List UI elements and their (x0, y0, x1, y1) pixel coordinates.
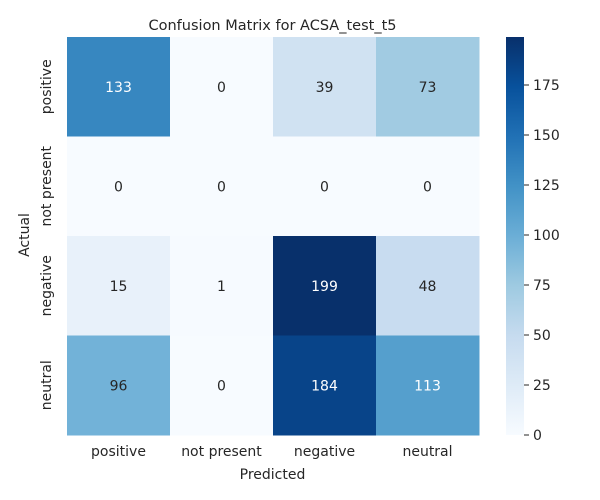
colorbar-tick-label: 150 (533, 128, 560, 144)
heatmap-cell (67, 136, 171, 237)
heatmap-cell (376, 136, 480, 237)
y-tick-labels: positive not present negative neutral (39, 59, 55, 410)
y-tick-label: positive (39, 59, 55, 114)
y-tick-label: not present (39, 145, 55, 226)
colorbar-tick-label: 25 (533, 378, 551, 394)
heatmap-cell (170, 136, 274, 237)
cell-value-label: 113 (414, 378, 441, 394)
x-tick-label: neutral (402, 444, 452, 460)
x-tick-label: negative (294, 444, 355, 460)
cell-value-label: 15 (110, 279, 128, 295)
heatmap-cell (273, 37, 377, 137)
colorbar: 0 25 50 75 100 125 150 175 (506, 37, 560, 444)
heatmap-cell (273, 136, 377, 237)
heatmap-cell (170, 37, 274, 137)
x-tick-label: positive (91, 444, 146, 460)
cell-value-label: 0 (217, 80, 226, 96)
heatmap-cell (273, 236, 377, 336)
cell-value-label: 199 (311, 279, 338, 295)
cell-value-label: 133 (105, 80, 132, 96)
cell-value-label: 0 (423, 179, 432, 195)
cell-value-label: 39 (316, 80, 334, 96)
heatmap-cell (273, 335, 377, 436)
heatmap-cell (376, 335, 480, 436)
x-axis-label: Predicted (240, 467, 306, 483)
cell-value-label: 0 (217, 179, 226, 195)
colorbar-tick-label: 50 (533, 328, 551, 344)
heatmap-cell (376, 236, 480, 336)
colorbar-tick-label: 100 (533, 228, 560, 244)
heatmap-cell (170, 236, 274, 336)
colorbar-gradient (506, 37, 524, 435)
heatmap-cell (67, 236, 171, 336)
y-tick-label: neutral (39, 360, 55, 410)
cell-value-label: 1 (217, 279, 226, 295)
colorbar-tick-label: 75 (533, 278, 551, 294)
x-tick-labels: positive not present negative neutral (91, 444, 453, 460)
cell-value-label: 48 (419, 279, 437, 295)
colorbar-tick-label: 125 (533, 178, 560, 194)
heatmap-cell (67, 335, 171, 436)
chart-title: Confusion Matrix for ACSA_test_t5 (149, 18, 397, 34)
colorbar-tick-label: 175 (533, 78, 560, 94)
cell-value-label: 0 (320, 179, 329, 195)
y-tick-label: negative (39, 255, 55, 316)
heatmap-cells: 133 0 39 73 0 0 0 0 15 1 199 48 96 0 184 113 (67, 37, 480, 436)
y-axis-label: Actual (17, 213, 33, 257)
cell-value-label: 0 (114, 179, 123, 195)
cell-value-label: 73 (419, 80, 437, 96)
heatmap-cell (67, 37, 171, 137)
colorbar-tick-label: 0 (533, 428, 542, 444)
cell-value-label: 184 (311, 378, 338, 394)
x-tick-label: not present (181, 444, 262, 460)
heatmap-cell (170, 335, 274, 436)
cell-value-label: 0 (217, 378, 226, 394)
cell-value-label: 96 (110, 378, 128, 394)
heatmap-cell (376, 37, 480, 137)
